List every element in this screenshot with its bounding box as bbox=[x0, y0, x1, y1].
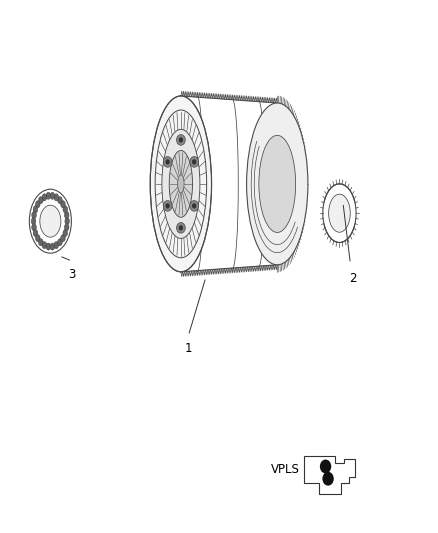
Ellipse shape bbox=[259, 135, 296, 232]
Ellipse shape bbox=[162, 130, 200, 238]
Circle shape bbox=[177, 223, 185, 233]
Ellipse shape bbox=[169, 150, 193, 217]
Ellipse shape bbox=[178, 175, 184, 193]
Text: VPLS: VPLS bbox=[271, 463, 300, 475]
Ellipse shape bbox=[31, 217, 36, 225]
Ellipse shape bbox=[63, 230, 67, 237]
Circle shape bbox=[179, 225, 183, 231]
Circle shape bbox=[166, 159, 170, 165]
Ellipse shape bbox=[32, 212, 36, 219]
Ellipse shape bbox=[35, 235, 40, 241]
Ellipse shape bbox=[64, 212, 69, 219]
Ellipse shape bbox=[60, 235, 65, 241]
Circle shape bbox=[190, 200, 198, 211]
Ellipse shape bbox=[328, 194, 350, 232]
Ellipse shape bbox=[50, 192, 55, 199]
Ellipse shape bbox=[58, 197, 62, 204]
Ellipse shape bbox=[64, 224, 69, 231]
Circle shape bbox=[177, 134, 185, 145]
Ellipse shape bbox=[39, 197, 43, 204]
Ellipse shape bbox=[58, 239, 62, 246]
Circle shape bbox=[322, 472, 334, 486]
Ellipse shape bbox=[33, 206, 38, 213]
Text: 3: 3 bbox=[68, 268, 75, 280]
Ellipse shape bbox=[150, 96, 212, 272]
Ellipse shape bbox=[42, 194, 47, 201]
Circle shape bbox=[163, 200, 172, 211]
Ellipse shape bbox=[46, 192, 51, 199]
Ellipse shape bbox=[65, 217, 70, 225]
Ellipse shape bbox=[42, 241, 47, 248]
Ellipse shape bbox=[60, 201, 65, 208]
Circle shape bbox=[192, 159, 196, 165]
Circle shape bbox=[179, 137, 183, 142]
Ellipse shape bbox=[32, 224, 36, 231]
Text: 1: 1 bbox=[184, 342, 192, 355]
Ellipse shape bbox=[33, 230, 38, 237]
Ellipse shape bbox=[50, 243, 55, 250]
Ellipse shape bbox=[40, 205, 61, 237]
Circle shape bbox=[190, 157, 198, 167]
Ellipse shape bbox=[247, 103, 308, 265]
Circle shape bbox=[192, 203, 196, 208]
Circle shape bbox=[163, 157, 172, 167]
Circle shape bbox=[166, 203, 170, 208]
Circle shape bbox=[320, 459, 331, 473]
Text: 2: 2 bbox=[349, 272, 357, 285]
Ellipse shape bbox=[54, 241, 59, 248]
Ellipse shape bbox=[35, 201, 40, 208]
Ellipse shape bbox=[63, 206, 67, 213]
Ellipse shape bbox=[46, 243, 51, 250]
Ellipse shape bbox=[54, 194, 59, 201]
Ellipse shape bbox=[39, 239, 43, 246]
